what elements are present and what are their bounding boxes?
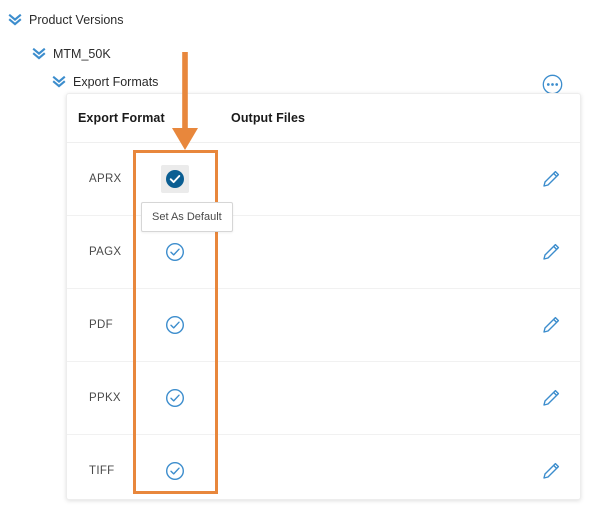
edit-row-button[interactable]: [540, 168, 562, 190]
export-formats-table: Export Format Output Files APRX PAGX: [66, 93, 581, 500]
check-circle-outline-icon: [165, 315, 185, 335]
table-header-row: Export Format Output Files: [67, 94, 580, 143]
edit-row-button[interactable]: [540, 241, 562, 263]
tree-node-export-formats[interactable]: Export Formats: [52, 74, 158, 90]
table-row: PDF: [67, 289, 580, 362]
set-as-default-toggle[interactable]: [161, 311, 189, 339]
check-circle-outline-icon: [165, 461, 185, 481]
pencil-edit-icon: [543, 462, 560, 479]
tree-node-label: Product Versions: [29, 13, 124, 27]
cell-export-format: PDF: [89, 319, 113, 331]
cell-export-format: PPKX: [89, 392, 121, 404]
edit-row-button[interactable]: [540, 314, 562, 336]
table-row: TIFF: [67, 435, 580, 507]
edit-row-button[interactable]: [540, 387, 562, 409]
tree-node-label: Export Formats: [73, 75, 159, 89]
check-circle-outline-icon: [165, 388, 185, 408]
check-circle-outline-icon: [165, 242, 185, 262]
chevron-double-down-icon[interactable]: [52, 74, 66, 90]
pencil-edit-icon: [543, 243, 560, 260]
set-as-default-toggle[interactable]: [161, 165, 189, 193]
chevron-double-down-icon[interactable]: [8, 12, 22, 28]
cell-export-format: TIFF: [89, 465, 115, 477]
overflow-menu-button[interactable]: [542, 74, 563, 95]
tree-node-product-versions[interactable]: Product Versions: [8, 12, 124, 28]
cell-export-format: APRX: [89, 173, 122, 185]
chevron-double-down-icon[interactable]: [32, 46, 46, 62]
table-row: PAGX: [67, 216, 580, 289]
check-circle-filled-icon: [166, 170, 184, 188]
table-row: APRX: [67, 143, 580, 216]
tree-node-mtm-50k[interactable]: MTM_50K: [32, 46, 111, 62]
column-header-output-files: Output Files: [231, 111, 306, 125]
tree-node-label: MTM_50K: [53, 47, 111, 61]
ellipsis-circle-icon: [542, 74, 563, 95]
set-as-default-toggle[interactable]: [161, 238, 189, 266]
table-row: PPKX: [67, 362, 580, 435]
set-as-default-tooltip: Set As Default: [141, 202, 233, 232]
edit-row-button[interactable]: [540, 460, 562, 482]
cell-export-format: PAGX: [89, 246, 122, 258]
pencil-edit-icon: [543, 170, 560, 187]
set-as-default-toggle[interactable]: [161, 457, 189, 485]
set-as-default-toggle[interactable]: [161, 384, 189, 412]
pencil-edit-icon: [543, 316, 560, 333]
pencil-edit-icon: [543, 389, 560, 406]
column-header-export-format: Export Format: [78, 111, 165, 125]
